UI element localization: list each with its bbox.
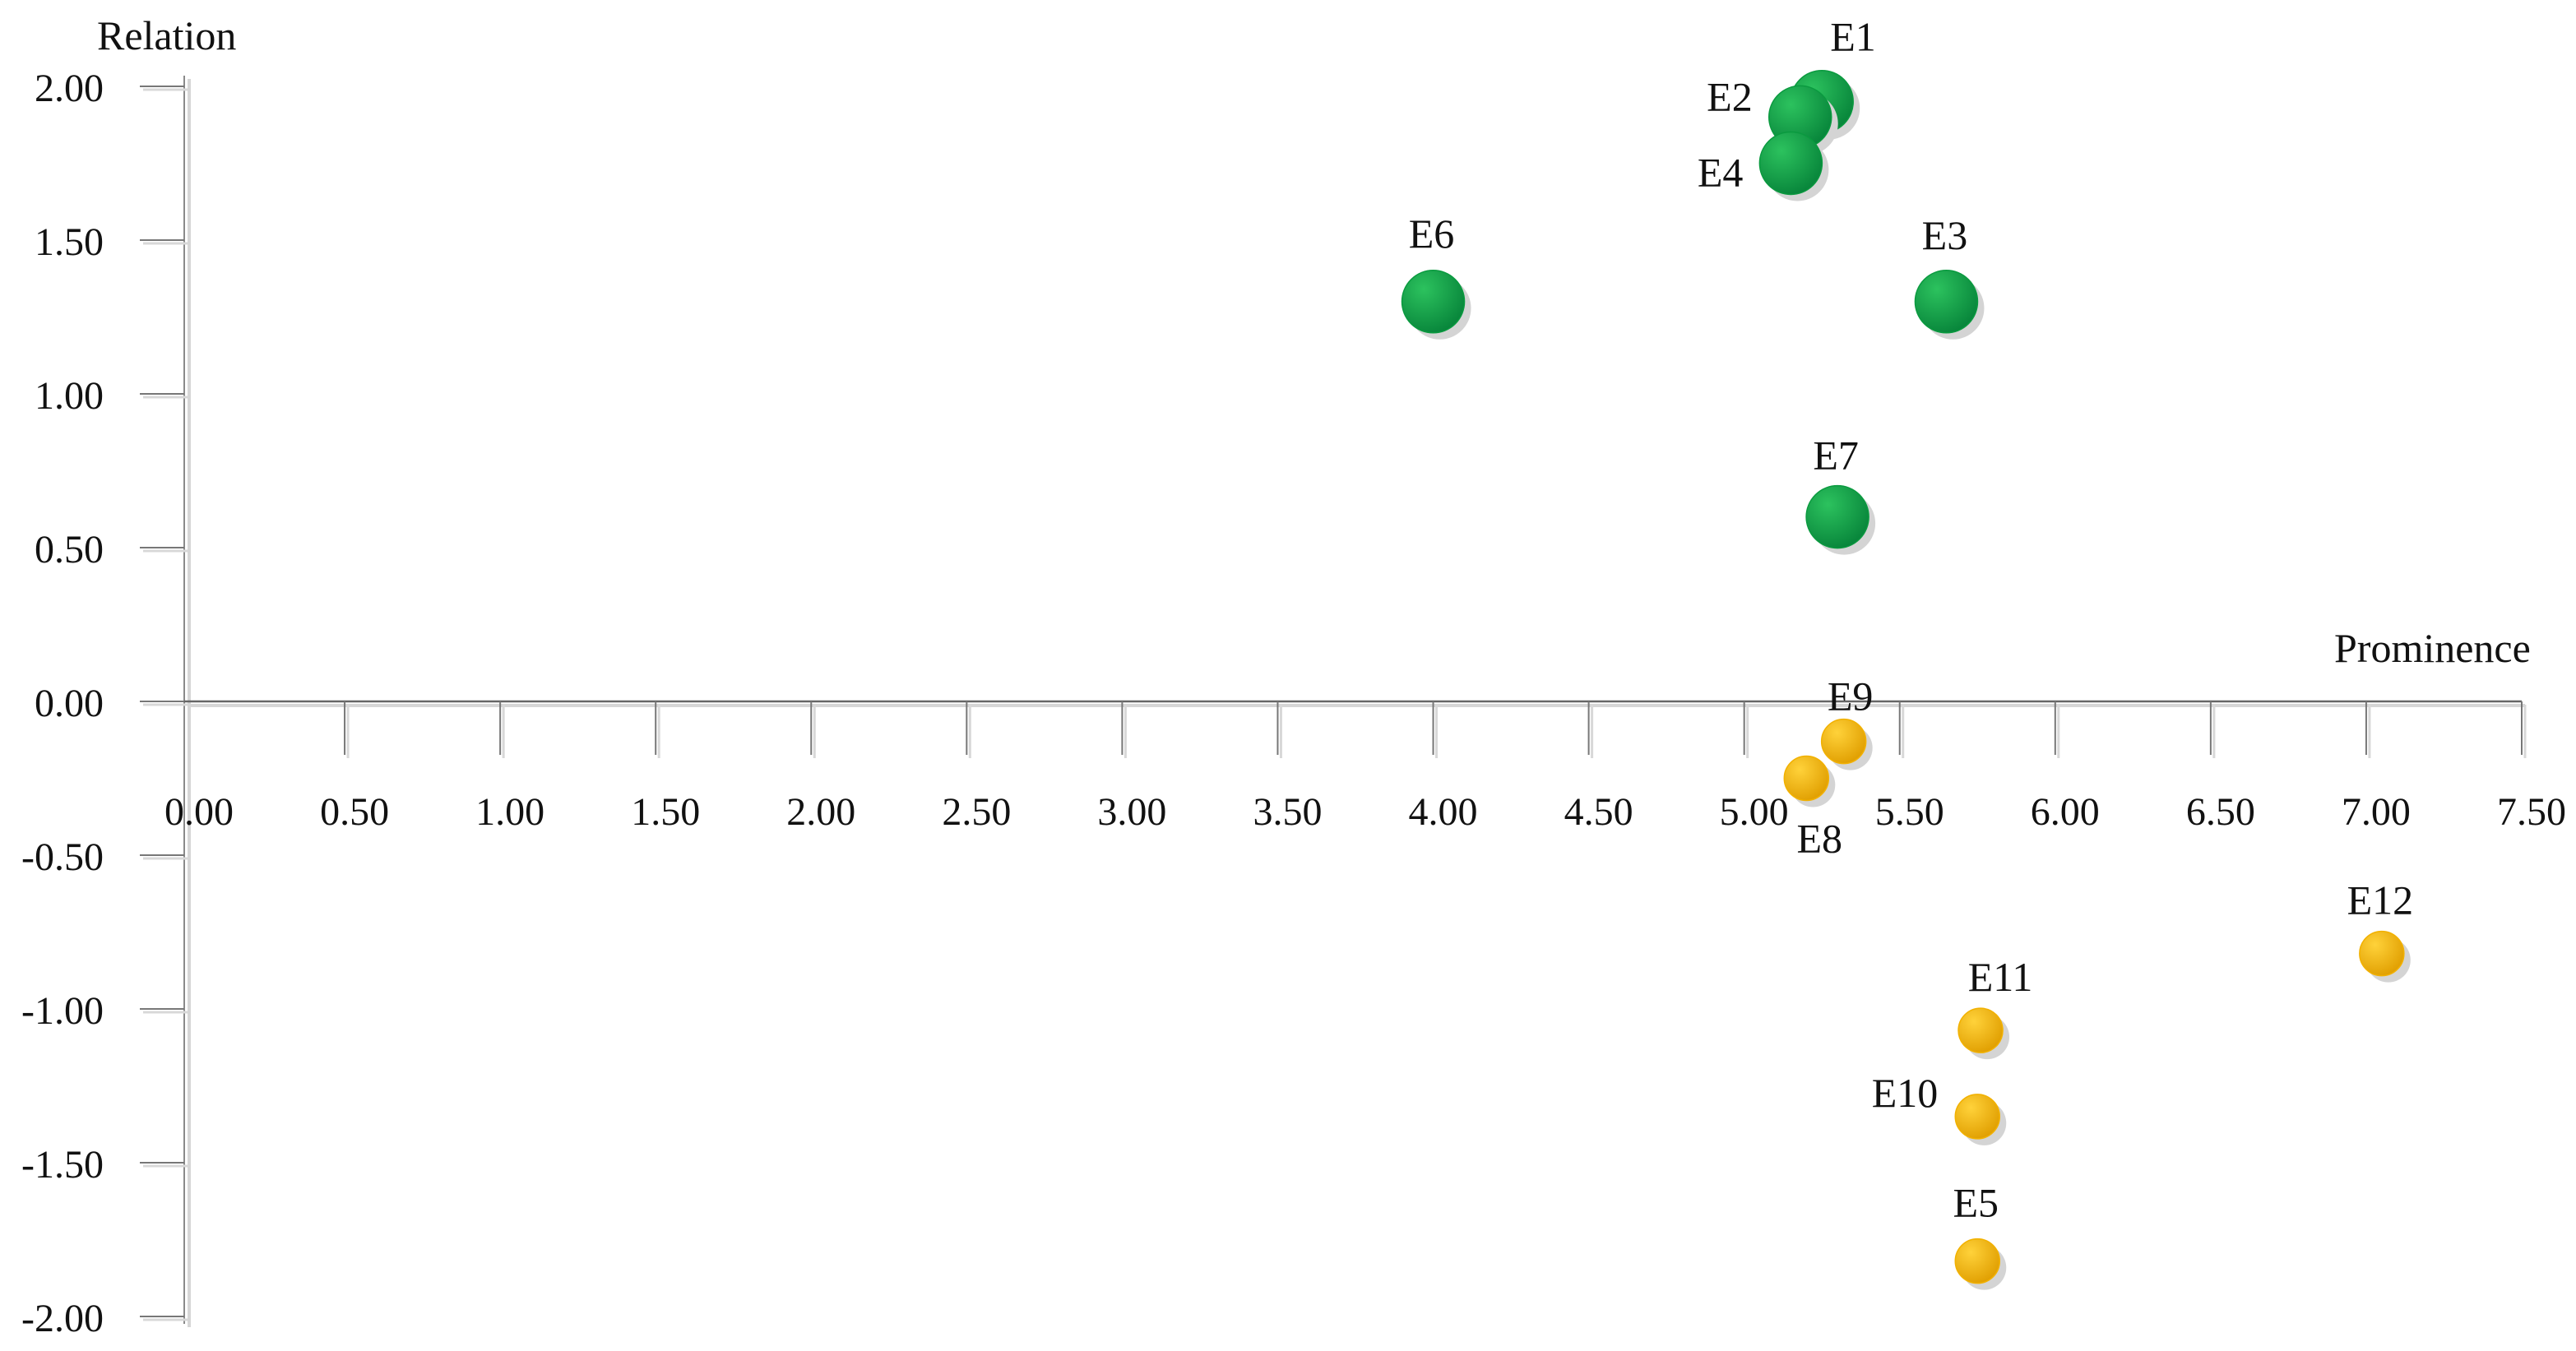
point-e6 (1401, 270, 1466, 334)
x-tick-label: 4.50 (1564, 790, 1633, 834)
y-tick-label: 1.00 (35, 374, 104, 418)
x-tick-label: 5.50 (1875, 790, 1944, 834)
point-e9 (1820, 718, 1867, 765)
point-label-e8: E8 (1797, 816, 1843, 862)
data-points (1401, 69, 2411, 1290)
x-tick-label: 7.00 (2342, 790, 2411, 834)
x-tick-label: 3.00 (1097, 790, 1166, 834)
y-tick-label: -1.00 (21, 989, 104, 1033)
x-tick-label: 1.00 (475, 790, 544, 834)
x-tick-label: 2.50 (942, 790, 1011, 834)
point-label-e5: E5 (1953, 1180, 1999, 1226)
point-label-e10: E10 (1872, 1070, 1939, 1116)
point-e11 (1957, 1007, 2004, 1053)
point-e8 (1783, 755, 1830, 802)
y-tick-label: -0.50 (21, 835, 104, 879)
x-tick-label: 4.00 (1409, 790, 1478, 834)
point-labels: E1 E2 E4 E3 E6 E7 E9 E8 E12 E11 E10 E5 (1409, 14, 2413, 1226)
point-e10 (1954, 1094, 2001, 1140)
y-ticks: 2.00 1.50 1.00 0.50 0.00 -0.50 -1.00 -1.50 -2.00 (21, 67, 188, 1340)
point-e4 (1758, 131, 1823, 196)
x-tick-label: 1.50 (631, 790, 700, 834)
point-label-e6: E6 (1409, 211, 1455, 257)
axes (183, 76, 2525, 1327)
x-tick-label: 7.50 (2497, 790, 2566, 834)
point-e5 (1954, 1238, 2001, 1284)
x-tick-label: 6.50 (2186, 790, 2255, 834)
point-label-e3: E3 (1922, 212, 1968, 258)
point-label-e11: E11 (1968, 954, 2033, 1000)
point-e12 (2359, 930, 2405, 977)
x-tick-label: 5.00 (1720, 790, 1789, 834)
x-tick-label: 6.00 (2031, 790, 2100, 834)
point-label-e1: E1 (1830, 14, 1876, 60)
point-label-e2: E2 (1707, 73, 1753, 119)
point-label-e4: E4 (1698, 150, 1744, 196)
point-e3 (1914, 270, 1979, 334)
y-tick-label: -1.50 (21, 1143, 104, 1187)
point-e7 (1805, 484, 1869, 549)
y-tick-label: 2.00 (35, 67, 104, 110)
x-tick-label: 2.00 (786, 790, 855, 834)
point-label-e9: E9 (1828, 673, 1874, 719)
y-axis-title: Relation (97, 12, 236, 58)
y-tick-label: 1.50 (35, 220, 104, 264)
y-tick-label: 0.50 (35, 528, 104, 571)
y-tick-label: -2.00 (21, 1297, 104, 1340)
point-label-e7: E7 (1813, 433, 1859, 479)
x-axis-title: Prominence (2334, 625, 2531, 671)
point-label-e12: E12 (2347, 877, 2414, 923)
x-tick-label: 0.00 (164, 790, 234, 834)
x-tick-label: 0.50 (320, 790, 389, 834)
y-tick-label: 0.00 (35, 682, 104, 725)
x-tick-label: 3.50 (1253, 790, 1322, 834)
x-ticks: 0.00 0.50 1.00 1.50 2.00 2.50 3.00 3.50 4.00 4.50… (164, 701, 2566, 834)
